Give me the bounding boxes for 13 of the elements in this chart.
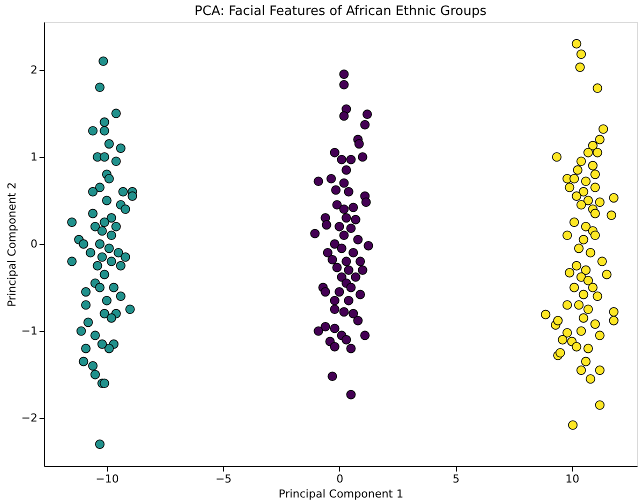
y-tick-label: −2 [21,412,38,425]
x-tick-label: 10 [565,472,580,486]
y-tick-label: 1 [30,150,38,164]
y-tick-label: −1 [21,324,38,338]
x-tick-label: −10 [96,472,119,486]
x-tick-label: 0 [336,472,344,486]
y-axis-title: Principal Component 2 [5,182,18,307]
x-tick-label: −5 [215,472,232,486]
chart-title: PCA: Facial Features of African Ethnic Groups [194,4,487,19]
y-tick-label: 0 [30,238,38,250]
x-tick-label: 5 [452,472,460,486]
x-axis-title: Principal Component 1 [278,488,404,500]
y-tick-label: 2 [30,63,38,76]
